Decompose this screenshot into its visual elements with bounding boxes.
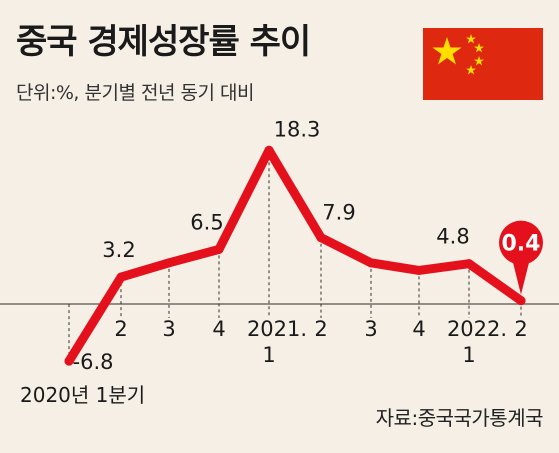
highlight-bubble [499, 220, 543, 265]
flag-background [423, 28, 543, 100]
data-label: 18.3 [274, 117, 321, 141]
tick-label: 1 [462, 343, 475, 367]
data-point [366, 258, 376, 268]
flag-big-star [432, 37, 462, 65]
flag-small-star-2 [474, 43, 484, 53]
tick-label: 2022. [447, 317, 507, 341]
highlight-pointer [512, 258, 530, 295]
flag-small-star-3 [474, 56, 484, 66]
series-line [64, 145, 526, 366]
tick-label: 1 [262, 343, 275, 367]
unit-note: 단위:%, 분기별 전년 동기 대비 [16, 82, 254, 104]
highlight-label: 0.4 [502, 232, 541, 257]
tick-label: 4 [412, 317, 425, 341]
data-point [64, 356, 74, 366]
data-point [464, 259, 474, 269]
data-point [214, 244, 224, 254]
data-label: -6.8 [73, 350, 114, 374]
data-point [414, 265, 424, 275]
data-point [316, 233, 326, 243]
tick-label: 3 [162, 317, 175, 341]
data-label: 6.5 [190, 210, 223, 234]
tick-label: 4 [212, 317, 225, 341]
source-note: 자료:중국국가통계국 [375, 406, 544, 430]
tick-label: 2020년 1분기 [20, 383, 145, 407]
tick-label: 3 [364, 317, 377, 341]
data-point [516, 296, 526, 306]
page-title: 중국 경제성장률 추이 [16, 22, 311, 62]
data-point [116, 272, 126, 282]
tick-label: 2 [314, 317, 327, 341]
data-label: 3.2 [102, 238, 135, 262]
tick-label: 2 [114, 317, 127, 341]
tick-label: 2 [514, 317, 527, 341]
china-flag-icon [423, 28, 543, 100]
data-point [264, 145, 274, 155]
tick-label: 2021. [247, 317, 307, 341]
flag-small-star-1 [466, 34, 476, 44]
data-label: 4.8 [436, 225, 469, 249]
data-label: 7.9 [322, 201, 355, 225]
data-point [164, 258, 174, 268]
flag-small-star-4 [466, 65, 476, 75]
